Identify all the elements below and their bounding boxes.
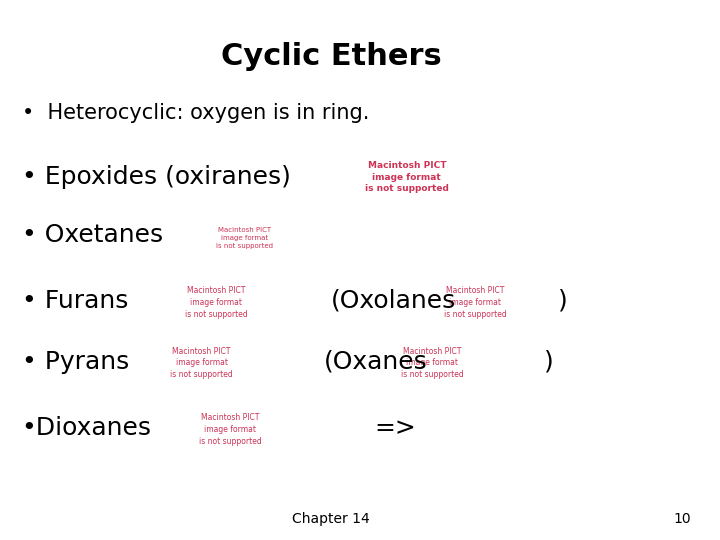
Text: Cyclic Ethers: Cyclic Ethers — [221, 42, 441, 71]
Text: •  Heterocyclic: oxygen is in ring.: • Heterocyclic: oxygen is in ring. — [22, 103, 369, 124]
Text: Chapter 14: Chapter 14 — [292, 512, 370, 526]
Text: Macintosh PICT
image format
is not supported: Macintosh PICT image format is not suppo… — [400, 347, 464, 379]
Text: Macintosh PICT
image format
is not supported: Macintosh PICT image format is not suppo… — [444, 286, 507, 319]
Text: ): ) — [544, 350, 554, 374]
Text: • Pyrans: • Pyrans — [22, 350, 129, 374]
Text: • Epoxides (oxiranes): • Epoxides (oxiranes) — [22, 165, 290, 189]
Text: Macintosh PICT
image format
is not supported: Macintosh PICT image format is not suppo… — [216, 227, 274, 248]
Text: •Dioxanes: •Dioxanes — [22, 416, 152, 440]
Text: Macintosh PICT
image format
is not supported: Macintosh PICT image format is not suppo… — [199, 413, 262, 446]
Text: ): ) — [558, 289, 568, 313]
Text: 10: 10 — [674, 512, 691, 526]
Text: • Oxetanes: • Oxetanes — [22, 223, 163, 247]
Text: Macintosh PICT
image format
is not supported: Macintosh PICT image format is not suppo… — [365, 161, 449, 193]
Text: • Furans: • Furans — [22, 289, 128, 313]
Text: Macintosh PICT
image format
is not supported: Macintosh PICT image format is not suppo… — [184, 286, 248, 319]
Text: (Oxolanes: (Oxolanes — [331, 289, 456, 313]
Text: (Oxanes: (Oxanes — [324, 350, 428, 374]
Text: Macintosh PICT
image format
is not supported: Macintosh PICT image format is not suppo… — [170, 347, 233, 379]
Text: =>: => — [374, 416, 416, 440]
